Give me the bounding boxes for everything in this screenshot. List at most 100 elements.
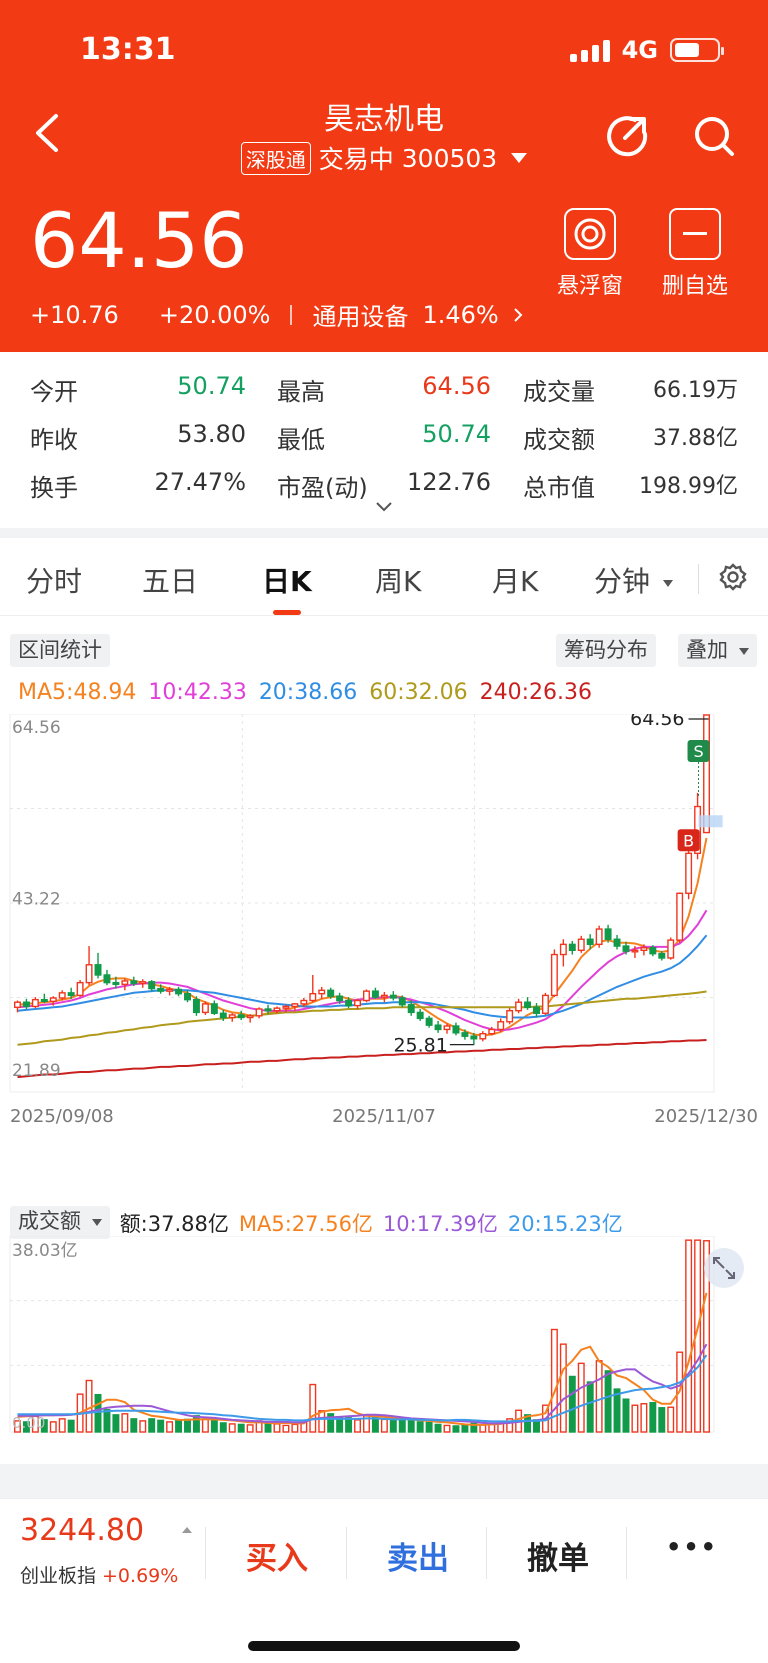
- current-price: 64.56: [30, 196, 248, 285]
- candle-body: [345, 999, 353, 1007]
- search-icon[interactable]: [692, 114, 736, 158]
- candle-body: [103, 974, 111, 984]
- y-tick-label: 64.56: [12, 718, 61, 738]
- quote-row: 今开 50.74 最高 64.56 成交量 66.19万: [0, 372, 768, 412]
- volume-chart[interactable]: 38.03亿 0.00: [0, 1236, 768, 1462]
- volume-ma20: 20:15.23亿: [507, 1211, 623, 1236]
- range-stats-button[interactable]: 区间统计: [10, 634, 110, 667]
- tab-minute[interactable]: 分钟: [594, 560, 673, 600]
- tab-monthly-k[interactable]: 月K: [492, 565, 539, 598]
- volume-bar: [85, 1379, 93, 1433]
- expand-chevron-icon[interactable]: [376, 502, 392, 512]
- volume-bar: [210, 1419, 218, 1433]
- buy-marker: [677, 829, 700, 852]
- volume-bar: [380, 1418, 388, 1433]
- sector-link[interactable]: 通用设备 1.46%: [312, 297, 523, 332]
- more-button[interactable]: •••: [665, 1533, 719, 1561]
- volume-bar: [622, 1398, 630, 1433]
- volume-bar: [40, 1419, 48, 1433]
- volume-ma-ma5: [17, 1292, 708, 1426]
- volume-bar: [94, 1393, 102, 1433]
- volume-bar: [166, 1421, 174, 1433]
- volume-ma10: 10:17.39亿: [382, 1211, 498, 1236]
- buy-marker-label: B: [683, 831, 694, 850]
- candle-body: [184, 992, 191, 1001]
- battery-icon: [670, 38, 724, 62]
- highlight-band: [698, 815, 723, 828]
- candle-body: [264, 1008, 272, 1012]
- high-marker-label: 64.56: [630, 714, 684, 730]
- settings-gear-icon[interactable]: [718, 562, 748, 592]
- caret-down-icon: [91, 1218, 102, 1226]
- candle-body: [434, 1024, 442, 1031]
- candle-body: [139, 981, 147, 985]
- sell-marker: [687, 740, 710, 762]
- overlay-dropdown[interactable]: 叠加: [678, 634, 757, 667]
- volume-bar: [264, 1422, 272, 1433]
- candle-body: [157, 987, 165, 992]
- share-icon[interactable]: [605, 114, 649, 158]
- volume-bar: [667, 1406, 675, 1433]
- volume-max-label: 38.03亿: [12, 1241, 78, 1261]
- minus-icon: [683, 232, 707, 235]
- candle-body: [300, 999, 308, 1005]
- candle-body: [541, 994, 549, 1014]
- trading-status: 交易中: [318, 145, 394, 174]
- volume-indicator-dropdown[interactable]: 成交额: [10, 1206, 110, 1239]
- ma-legend-item: 10:42.33: [148, 680, 247, 705]
- volume-bar: [658, 1407, 666, 1433]
- tab-intraday[interactable]: 分时: [26, 565, 83, 598]
- volume-bar: [201, 1418, 209, 1433]
- quote-label: 总市值: [523, 474, 595, 502]
- kline-chart[interactable]: 64.56 43.22 21.89 64.56 25.81 B S 2025/09/08 202…: [0, 714, 768, 1194]
- volume-frame: [9, 1236, 715, 1433]
- volume-bar: [389, 1419, 397, 1433]
- y-tick-label: 43.22: [12, 890, 61, 910]
- candle-body: [685, 852, 693, 895]
- low-marker-label: 25.81: [393, 1035, 447, 1057]
- sector-name: 通用设备: [312, 303, 409, 331]
- ma-line-ma60: [17, 990, 707, 1046]
- sector-pct: 1.46%: [422, 300, 499, 329]
- volume-bar: [434, 1423, 442, 1433]
- index-change: +0.69%: [102, 1565, 179, 1587]
- remove-watchlist-button[interactable]: 删自选: [650, 208, 740, 300]
- volume-bar: [282, 1424, 290, 1433]
- float-window-button[interactable]: 悬浮窗: [545, 208, 635, 300]
- volume-bar: [192, 1415, 200, 1433]
- quote-grid[interactable]: 今开 50.74 最高 64.56 成交量 66.19万 昨收 53.80 最低…: [0, 352, 768, 524]
- volume-bar: [416, 1421, 424, 1433]
- tab-daily-k[interactable]: 日K: [262, 565, 312, 598]
- ma-legend-item: 60:32.06: [369, 680, 468, 705]
- x-tick-label: 2025/11/07: [332, 1106, 436, 1127]
- cancel-order-button[interactable]: 撤单: [527, 1541, 589, 1577]
- volume-bar: [470, 1422, 478, 1433]
- candle-body: [506, 1010, 514, 1023]
- volume-bar: [121, 1413, 129, 1433]
- chip-distribution-button[interactable]: 筹码分布: [556, 634, 656, 667]
- tab-weekly-k[interactable]: 周K: [375, 565, 422, 598]
- sell-button[interactable]: 卖出: [387, 1541, 449, 1577]
- candle-body: [94, 964, 102, 976]
- candle-body: [515, 1001, 523, 1012]
- candle-body: [148, 981, 156, 990]
- volume-bar: [184, 1418, 191, 1433]
- ma-line-ma240: [17, 1039, 707, 1079]
- back-arrow-icon[interactable]: [28, 108, 68, 158]
- volume-bar: [148, 1418, 156, 1433]
- volume-bar: [228, 1423, 236, 1433]
- fullscreen-toggle-icon[interactable]: [704, 1248, 744, 1288]
- tab-minute-label: 分钟: [594, 565, 651, 598]
- buy-button[interactable]: 买入: [246, 1541, 308, 1577]
- candle-body: [443, 1025, 451, 1031]
- candle-body: [649, 947, 657, 955]
- quote-label: 昨收: [30, 426, 78, 454]
- tab-five-day[interactable]: 五日: [142, 565, 199, 598]
- caret-down-icon[interactable]: [511, 153, 528, 163]
- bottom-trade-bar: 3244.80 创业板指 +0.69% 买入 卖出 撤单 •••: [0, 1498, 768, 1663]
- volume-bar: [613, 1388, 621, 1433]
- candle-body: [291, 1003, 299, 1008]
- stock-subline[interactable]: 深股通 交易中 300503: [0, 140, 768, 176]
- candle-body: [85, 964, 93, 984]
- candle-body: [40, 998, 48, 1003]
